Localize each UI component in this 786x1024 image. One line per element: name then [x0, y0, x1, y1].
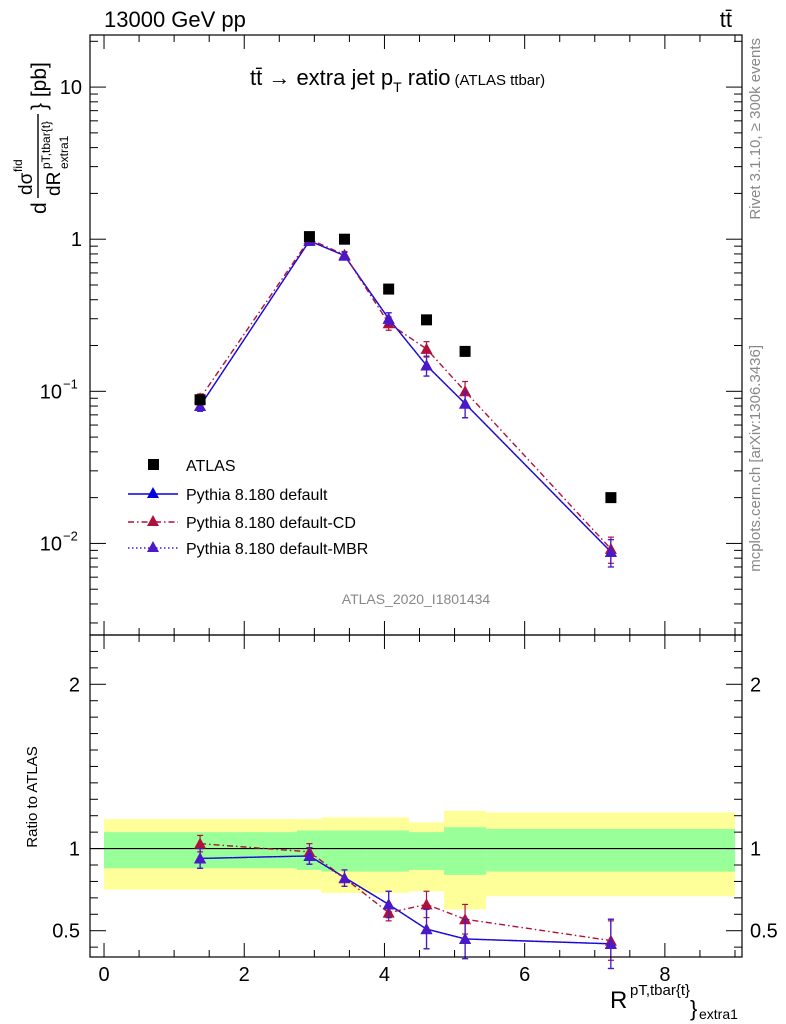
main-y-tick-label-exponent: −2	[63, 528, 78, 543]
legend-cd-marker	[147, 515, 159, 526]
ratio-series-marker	[604, 937, 617, 949]
main-y-tick-label: 10	[60, 77, 82, 99]
uncertainty-band-inner	[321, 830, 367, 872]
atlas-data-point	[459, 345, 471, 357]
main-y-tick-label-exponent: −1	[63, 376, 78, 391]
main-series-marker	[194, 400, 207, 412]
ratio-series-marker	[194, 837, 207, 849]
main-ticks	[90, 35, 742, 635]
source-label: mcplots.cern.ch [arXiv:1306.3436]	[747, 345, 764, 572]
ratio-ticks	[90, 635, 742, 957]
legend-cd-label: Pythia 8.180 default-CD	[186, 515, 356, 532]
main-y-tick-label: 10	[40, 533, 62, 555]
main-y-axis-label: d dσ fid dR pT,tbar{t} extra1 } [pb]	[11, 62, 71, 214]
legend-mbr-label: Pythia 8.180 default-MBR	[186, 541, 368, 558]
main-y-tick-label: 1	[71, 229, 82, 251]
ylabel-denominator: dR	[44, 172, 65, 196]
atlas-data-point	[338, 233, 350, 245]
atlas-data-point	[194, 394, 206, 406]
main-plot-layer	[194, 231, 617, 568]
xlabel-brace: }	[690, 996, 697, 1021]
main-series-marker	[420, 342, 433, 354]
xlabel-sub: extra1	[699, 1006, 738, 1022]
ratio-x-tick-label: 0	[98, 964, 109, 986]
atlas-data-point	[605, 492, 617, 504]
legend-mbr-marker	[147, 541, 159, 552]
ratio-y-tick-label-right: 0.5	[750, 921, 778, 943]
main-series-line	[199, 239, 612, 553]
analysis-watermark: ATLAS_2020_I1801434	[342, 591, 491, 607]
ratio-plot-layer	[90, 810, 742, 970]
process-label: tt̄	[720, 7, 732, 32]
chart-title: tt̄ → extra jet pT ratio (ATLAS ttbar)	[250, 65, 545, 95]
ratio-y-tick-label-right: 1	[750, 839, 761, 861]
main-series-marker	[604, 545, 617, 557]
uncertainty-band-inner	[444, 827, 487, 875]
xlabel-main: R	[610, 987, 627, 1014]
ratio-series-marker	[459, 932, 472, 944]
main-series-line	[199, 239, 612, 553]
uncertainty-band-inner	[486, 828, 735, 872]
main-series-marker	[420, 359, 433, 371]
atlas-data-point	[421, 314, 433, 326]
legend-atlas-label: ATLAS	[186, 458, 236, 475]
ylabel-numerator: dσ	[16, 172, 37, 195]
energy-label: 13000 GeV pp	[104, 7, 246, 32]
ratio-panel: 0.5 0.5 1 1 2 2 0 2 4 6 8 Ratio to ATLAS R pT,tba…	[24, 634, 778, 1022]
legend-default-marker	[147, 487, 159, 498]
main-series-marker	[459, 385, 472, 397]
atlas-data-point	[383, 283, 395, 295]
ratio-series-marker	[420, 923, 433, 935]
ylabel-unit: } [pb]	[28, 62, 51, 110]
x-axis-label: R pT,tbar{t} } extra1	[610, 982, 738, 1022]
atlas-data-point	[303, 231, 315, 243]
ylabel-numerator-sup: fid	[11, 159, 25, 172]
ratio-x-tick-label: 8	[659, 964, 670, 986]
ratio-x-tick-label: 2	[239, 964, 250, 986]
ratio-y-tick-labels: 0.5 0.5 1 1 2 2	[52, 674, 778, 942]
legend-default-label: Pythia 8.180 default	[186, 487, 328, 504]
main-series-marker	[459, 397, 472, 409]
ratio-x-tick-labels: 0 2 4 6 8	[98, 964, 670, 986]
ratio-x-tick-label: 4	[379, 964, 390, 986]
ylabel-denominator-sub: extra1	[57, 135, 71, 169]
main-series-marker	[382, 312, 395, 324]
ratio-y-tick-label: 1	[69, 839, 80, 861]
ratio-series-marker	[194, 852, 207, 864]
ylabel-denominator-sup: pT,tbar{t}	[39, 121, 53, 169]
ratio-y-tick-label: 2	[69, 674, 80, 696]
uncertainty-band-inner	[366, 830, 409, 872]
ylabel-d: d	[28, 202, 51, 214]
ratio-series-marker	[303, 849, 316, 861]
xlabel-sup: pT,tbar{t}	[630, 982, 690, 999]
rivet-version-label: Rivet 3.1.10, ≥ 300k events	[747, 38, 764, 220]
legend-atlas-marker	[148, 459, 159, 470]
legend: ATLAS Pythia 8.180 default Pythia 8.180 …	[128, 458, 368, 558]
uncertainty-band-inner	[408, 832, 445, 870]
ratio-y-tick-label: 0.5	[52, 921, 80, 943]
ratio-x-tick-label: 6	[519, 964, 530, 986]
ratio-y-axis-label: Ratio to ATLAS	[24, 746, 41, 847]
ratio-series-marker	[338, 872, 351, 884]
main-y-tick-label: 10	[40, 381, 62, 403]
ratio-series-marker	[420, 898, 433, 910]
main-series-marker	[338, 249, 351, 261]
ratio-frame	[89, 634, 743, 958]
ratio-series-marker	[382, 898, 395, 910]
ratio-y-tick-label-right: 2	[750, 674, 761, 696]
